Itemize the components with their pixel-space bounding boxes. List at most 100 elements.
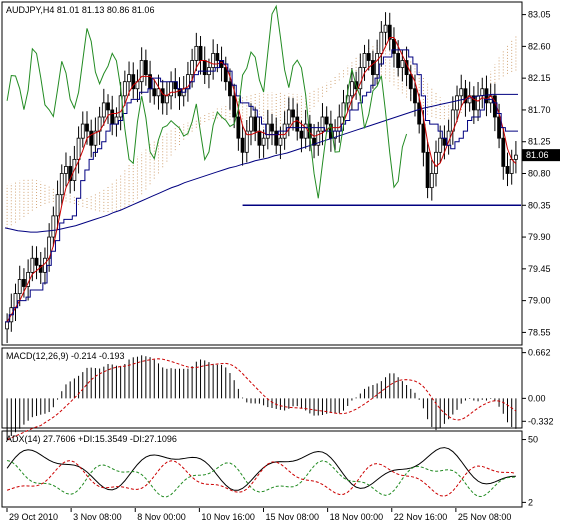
macd-panel[interactable] [1,347,523,429]
price-tick-label: 80.35 [528,200,551,210]
adx-tick-label: 2 [528,497,533,507]
macd-signal-line [6,358,517,441]
candle [223,56,228,91]
candle [455,85,459,123]
candle [408,65,413,101]
candle [194,32,199,72]
time-tick-label: 3 Nov 08:00 [73,512,122,522]
candle [350,68,354,110]
candle [240,125,245,166]
candle [358,53,363,102]
time-tick-label: 25 Nov 08:00 [458,512,512,522]
candle [459,74,464,108]
price-panel-title: AUDJPY,H4 81.01 81.13 80.86 81.06 [6,5,154,15]
candle [127,61,131,96]
candle [106,94,110,124]
candle [236,104,241,151]
macd-tick-label: 0.662 [528,348,551,358]
price-tick-label: 79.90 [528,232,551,242]
current-price-label: 81.06 [526,150,549,160]
adx-tick-label: 50 [528,435,538,445]
candle [425,141,430,199]
price-tick-label: 78.55 [528,327,551,337]
candle [34,246,39,280]
current-price-box [522,149,560,162]
candle [101,88,106,126]
candle [190,48,195,88]
adx-line [6,447,516,491]
candle [303,110,308,149]
candle [156,74,161,110]
candle [371,50,375,89]
macd-tick-label: 0.00 [528,393,546,403]
candle [505,152,510,187]
candle [160,79,165,115]
candle [244,119,249,163]
candle [274,117,279,155]
candle [80,111,85,148]
candle [291,98,295,131]
candle [438,125,443,163]
candle [278,126,283,160]
adx-panel-title: ADX(14) 27.7606 +DI:15.3549 -DI:27.1096 [6,434,177,444]
candle [253,107,258,142]
candle [497,103,501,149]
candle [463,79,468,117]
candle [320,103,325,146]
candle [366,39,371,71]
candle [93,117,98,157]
candle [152,79,157,105]
candle [299,120,304,153]
tenkan-line [6,37,517,323]
price-panel[interactable] [1,1,523,346]
candle [513,141,518,174]
candle [55,180,60,230]
time-tick-label: 22 Nov 16:00 [394,512,448,522]
price-tick-label: 80.80 [528,169,551,179]
candle [249,103,253,146]
candle [312,124,316,159]
time-tick-label: 10 Nov 16:00 [201,512,255,522]
price-tick-label: 79.45 [528,264,551,274]
moving-average-line [4,93,518,233]
candle [261,129,266,158]
candle [211,39,216,80]
price-tick-label: 81.70 [528,105,551,115]
candle [387,12,392,51]
candle [417,93,422,134]
chikou-line [6,4,408,199]
candle [51,206,56,247]
candle [270,113,274,146]
kijun-line [5,49,518,323]
candle [89,119,94,158]
time-tick-label: 15 Nov 08:00 [266,512,320,522]
candle [429,160,434,201]
candle [295,103,300,141]
candle [471,86,476,124]
candle [59,164,64,206]
candle [139,47,144,95]
price-tick-label: 81.25 [528,137,551,147]
candle [122,70,127,106]
candle [484,75,489,117]
macd-tick-label: -0.332 [528,416,554,426]
candle [434,140,438,187]
price-tick-label: 82.15 [528,73,551,83]
candle [131,62,136,99]
candle [68,155,73,194]
candle [76,126,81,174]
price-tick-label: 82.60 [528,41,551,51]
candle [143,49,148,86]
time-tick-label: 18 Nov 00:00 [330,512,384,522]
price-tick-label: 79.00 [528,296,551,306]
candle [265,110,270,150]
candle [362,44,367,81]
macd-panel-title: MACD(12,26,9) -0.214 -0.193 [6,351,125,361]
candle [375,39,380,85]
time-tick-label: 29 Oct 2010 [9,512,58,522]
price-tick-label: 83.05 [528,10,551,20]
candle [392,27,396,68]
minus-di-line [6,460,517,497]
candle [501,127,506,180]
